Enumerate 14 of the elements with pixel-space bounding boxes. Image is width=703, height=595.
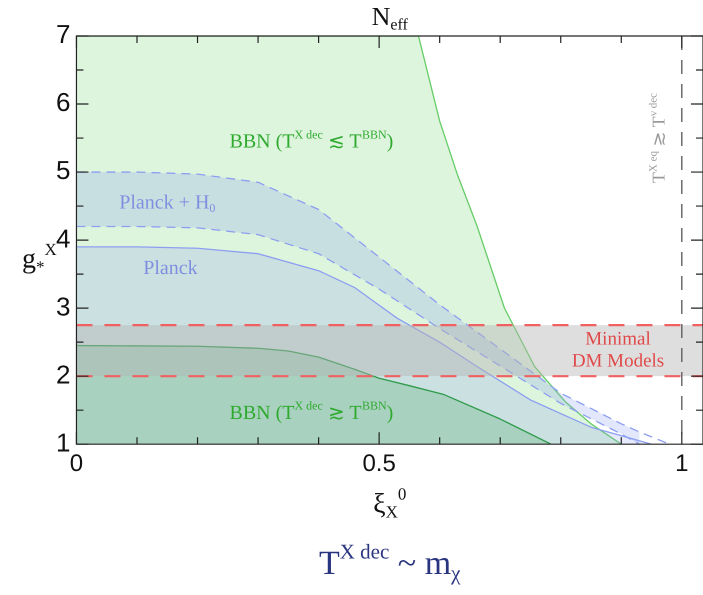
y-tick-label: 2	[56, 359, 70, 390]
x-tick-label: 0.5	[362, 450, 396, 478]
y-tick-label: 4	[56, 223, 70, 254]
x-tick-label: 1	[675, 450, 688, 478]
y-tick-label: 3	[56, 291, 70, 322]
series-label: Planck	[143, 256, 198, 279]
x-tick-label: 0	[70, 450, 84, 478]
y-tick-label: 1	[56, 427, 70, 458]
ref-line-label: TX eq ≳ Tν dec	[647, 92, 669, 184]
y-tick-label: 6	[56, 87, 70, 118]
y-tick-label: 5	[56, 155, 70, 186]
y-axis-title: g*X	[22, 240, 57, 276]
y-tick-label: 7	[56, 19, 70, 50]
band-label: Minimal DM Models	[572, 328, 664, 372]
